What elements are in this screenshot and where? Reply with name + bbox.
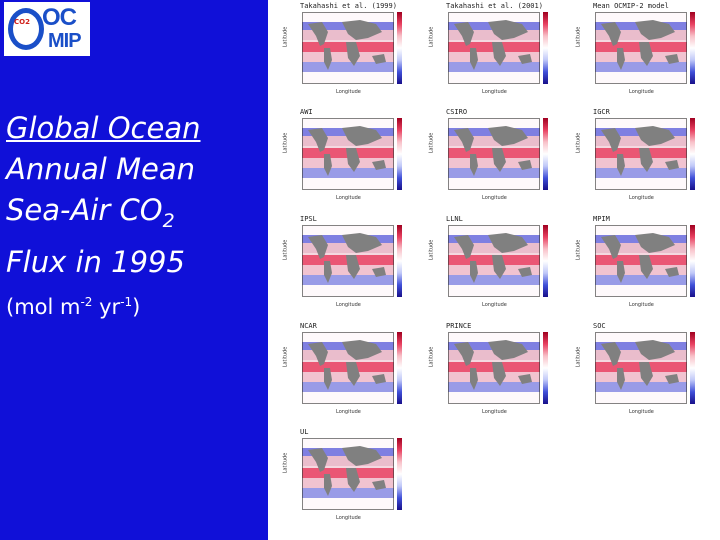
colorbar [397,118,402,190]
colorbar [543,225,548,297]
colorbar [543,332,548,404]
map-panel: LLNL Latitude Longitude [418,215,556,312]
title-line-1: Global Ocean [6,111,201,145]
x-axis-label: Longitude [629,302,654,308]
y-axis-label: Latitude [428,239,435,261]
flux-map [595,332,687,404]
y-axis-label: Latitude [282,452,289,474]
panel-title: Mean OCMIP-2 model [593,2,669,10]
map-panel: MPIM Latitude Longitude [565,215,703,312]
slide-title: Global Ocean Annual Mean Sea-Air CO2 Flu… [6,108,201,322]
x-axis-label: Longitude [482,409,507,415]
panel-title: IGCR [593,108,610,116]
x-axis-label: Longitude [336,89,361,95]
map-panel: NCAR Latitude Longitude [272,322,410,419]
y-axis-label: Latitude [575,132,582,154]
x-axis-label: Longitude [482,89,507,95]
y-axis-label: Latitude [282,239,289,261]
flux-map [595,225,687,297]
y-axis-label: Latitude [282,26,289,48]
colorbar [690,118,695,190]
y-axis-label: Latitude [428,26,435,48]
map-panel: Takahashi et al. (1999) Latitude Longitude [272,2,410,99]
x-axis-label: Longitude [482,302,507,308]
map-panel: AWI Latitude Longitude [272,108,410,205]
colorbar [543,12,548,84]
x-axis-label: Longitude [482,195,507,201]
title-line-3: Sea-Air CO2 [6,193,175,232]
panel-title: CSIRO [446,108,468,116]
x-axis-label: Longitude [336,195,361,201]
flux-map [302,225,394,297]
logo-ring-icon [8,8,44,50]
y-axis-label: Latitude [575,26,582,48]
y-axis-label: Latitude [575,346,582,368]
panel-title: IPSL [300,215,317,223]
title-panel: CO2 OC MIP Global Ocean Annual Mean Sea-… [0,0,268,540]
colorbar [397,332,402,404]
flux-map [448,118,540,190]
colorbar [397,438,402,510]
map-panel: IGCR Latitude Longitude [565,108,703,205]
colorbar [397,225,402,297]
y-axis-label: Latitude [575,239,582,261]
logo-co2-text: CO2 [14,18,30,26]
panel-title: UL [300,428,309,436]
title-line-2: Annual Mean [6,152,196,186]
title-unit: (mol m-2 yr-1) [6,294,141,319]
y-axis-label: Latitude [428,346,435,368]
colorbar [690,332,695,404]
x-axis-label: Longitude [336,515,361,521]
flux-map [595,12,687,84]
flux-map [302,332,394,404]
map-panel: CSIRO Latitude Longitude [418,108,556,205]
x-axis-label: Longitude [336,302,361,308]
panel-title: LLNL [446,215,463,223]
x-axis-label: Longitude [336,409,361,415]
panel-title: SOC [593,322,606,330]
flux-map [302,12,394,84]
map-panel: UL Latitude Longitude [272,428,410,525]
panel-title: Takahashi et al. (1999) [300,2,397,10]
flux-map [595,118,687,190]
panel-title: Takahashi et al. (2001) [446,2,543,10]
x-axis-label: Longitude [629,195,654,201]
logo-mip-text: MIP [48,30,82,52]
colorbar [690,12,695,84]
flux-map [302,118,394,190]
colorbar [397,12,402,84]
flux-map [448,225,540,297]
x-axis-label: Longitude [629,89,654,95]
map-panel: SOC Latitude Longitude [565,322,703,419]
flux-map [302,438,394,510]
map-grid: Takahashi et al. (1999) Latitude Longitude… [270,0,720,540]
map-panel: PRINCE Latitude Longitude [418,322,556,419]
x-axis-label: Longitude [629,409,654,415]
flux-map [448,332,540,404]
panel-title: NCAR [300,322,317,330]
panel-title: MPIM [593,215,610,223]
map-panel: Mean OCMIP-2 model Latitude Longitude [565,2,703,99]
y-axis-label: Latitude [282,346,289,368]
panel-title: AWI [300,108,313,116]
y-axis-label: Latitude [428,132,435,154]
panel-title: PRINCE [446,322,472,330]
map-panel: Takahashi et al. (2001) Latitude Longitude [418,2,556,99]
title-line-4: Flux in 1995 [6,244,185,279]
logo-oc-text: OC [42,4,77,31]
ocmip-logo: CO2 OC MIP [4,2,90,56]
flux-map [448,12,540,84]
colorbar [543,118,548,190]
colorbar [690,225,695,297]
y-axis-label: Latitude [282,132,289,154]
map-panel: IPSL Latitude Longitude [272,215,410,312]
